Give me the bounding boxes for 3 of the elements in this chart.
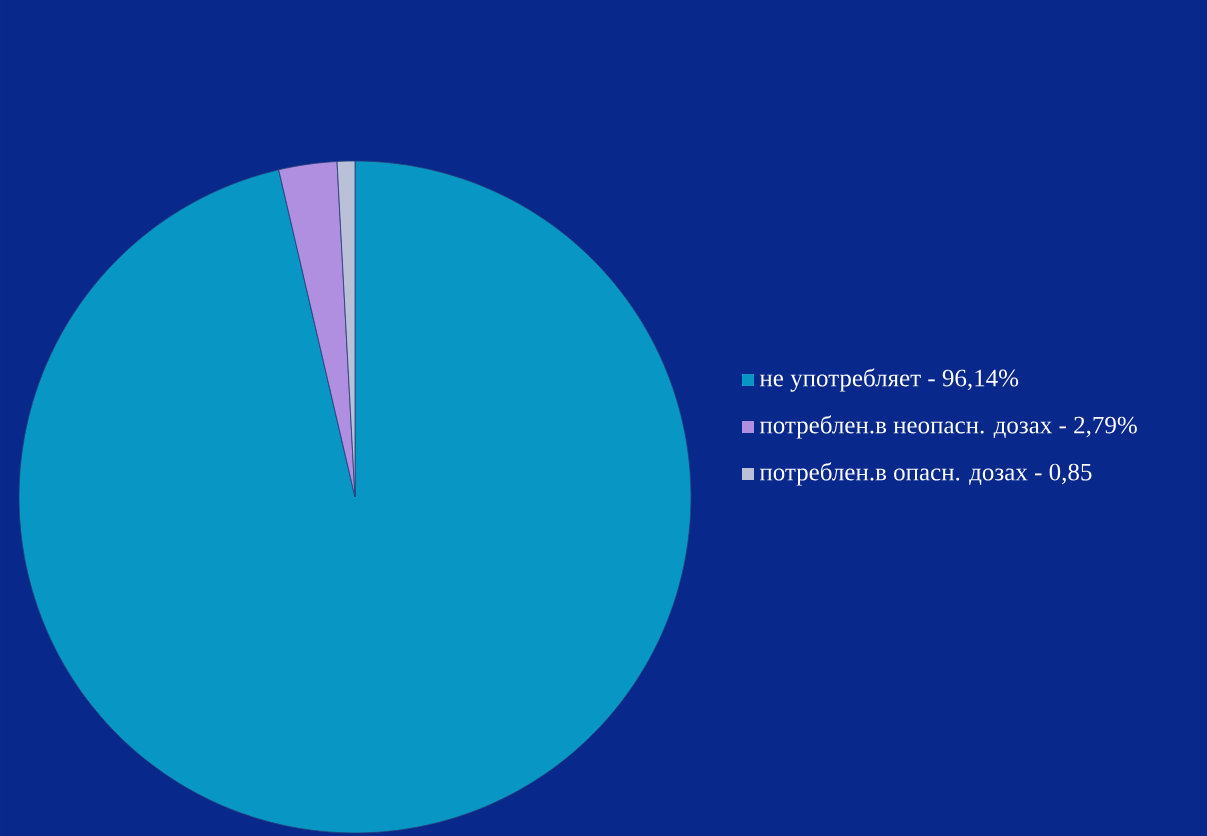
legend-label: потреблен.в неопасн. дозах - 2,79%: [759, 415, 1137, 439]
legend-label: не употребляет - 96,14%: [759, 368, 1019, 392]
legend-label: потреблен.в опасн. дозах - 0,85: [759, 462, 1092, 486]
